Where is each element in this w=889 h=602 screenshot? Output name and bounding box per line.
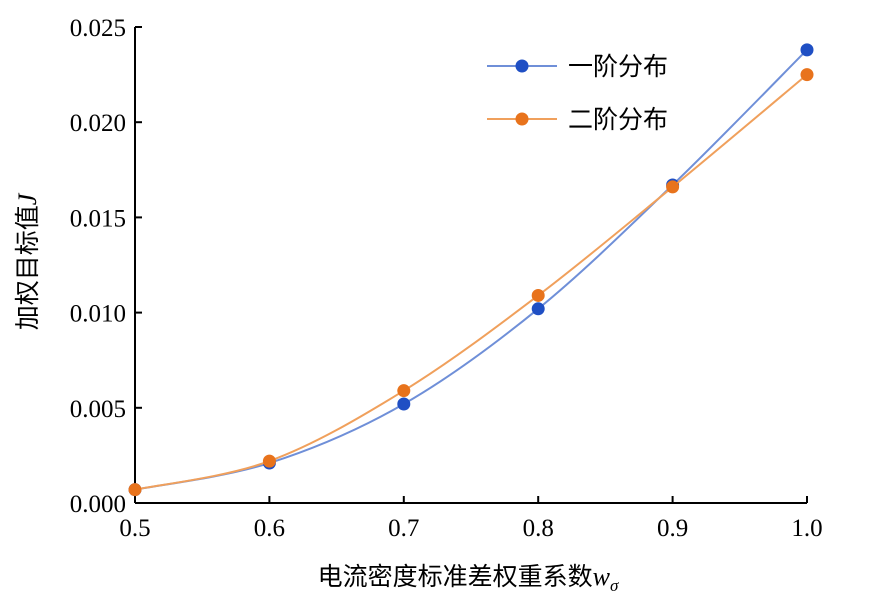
- legend-label: 二阶分布: [568, 105, 668, 134]
- ticks: 0.5 0.6 0.7 0.8 0.9 1.0 0.000 0.005 0.010 0.015 0.…: [70, 15, 823, 542]
- data-point: [800, 68, 814, 82]
- y-tick-label: 0.005: [70, 396, 126, 423]
- series-layer: [128, 43, 814, 497]
- y-axis-title: 加权目标值J: [13, 192, 42, 330]
- y-axis-title-text: 加权目标值: [13, 205, 42, 330]
- legend-item: 一阶分布: [487, 52, 668, 81]
- legend-label: 一阶分布: [568, 52, 668, 81]
- x-tick-label: 0.6: [254, 515, 285, 542]
- series-1: [128, 43, 814, 497]
- data-point: [128, 483, 142, 497]
- legend-item: 二阶分布: [487, 105, 668, 134]
- x-tick-label: 0.5: [119, 515, 150, 542]
- y-tick-label: 0.000: [70, 491, 126, 518]
- legend-marker: [515, 112, 529, 126]
- legend-marker: [515, 59, 529, 73]
- y-tick-label: 0.025: [70, 15, 126, 42]
- data-point: [531, 288, 545, 302]
- x-axis-title-var: w: [593, 562, 611, 591]
- x-axis-title-sub: σ: [610, 576, 619, 595]
- x-axis-title: 电流密度标准差权重系数wσ: [318, 562, 619, 595]
- x-tick-label: 0.7: [388, 515, 419, 542]
- x-tick-label: 0.8: [523, 515, 554, 542]
- data-point: [531, 302, 545, 316]
- series-line: [134, 49, 808, 491]
- data-point: [397, 397, 411, 411]
- x-tick-label: 0.9: [657, 515, 688, 542]
- series-line: [134, 73, 808, 491]
- y-tick-label: 0.010: [70, 301, 126, 328]
- data-point: [666, 180, 680, 194]
- data-point: [800, 43, 814, 57]
- x-tick-label: 1.0: [791, 515, 822, 542]
- axes: [134, 27, 807, 504]
- y-tick-label: 0.020: [70, 110, 126, 137]
- data-point: [397, 384, 411, 398]
- x-axis-title-text: 电流密度标准差权重系数: [318, 562, 593, 591]
- y-tick-label: 0.015: [70, 205, 126, 232]
- data-point: [262, 454, 276, 468]
- y-axis-title-var: J: [13, 192, 42, 205]
- series-2: [128, 68, 814, 497]
